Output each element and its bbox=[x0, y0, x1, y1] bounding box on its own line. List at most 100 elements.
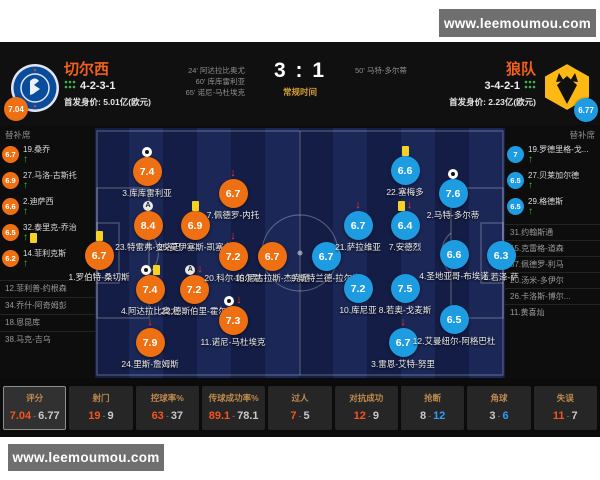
stat-label: 评分 bbox=[26, 393, 44, 403]
bench-player-name: 14.菲利克斯 bbox=[23, 248, 67, 258]
bench-player-status-icons: ↑ bbox=[23, 154, 50, 165]
player-rating: 6.7 bbox=[388, 328, 418, 357]
stat-values: 89.1-78.1 bbox=[209, 410, 259, 422]
score-block: 3 : 1 常规时间 bbox=[255, 59, 345, 98]
player-marker[interactable]: 7.5 8.若奥-戈麦斯 bbox=[375, 274, 435, 315]
bench-player-name: 34.乔什-阿奇姆彭 bbox=[5, 301, 67, 310]
player-marker[interactable]: 7.4 4.阿达拉比奥尤 bbox=[120, 265, 180, 316]
stat-cell[interactable]: 控球率% 63-37 bbox=[135, 386, 199, 430]
stat-separator: - bbox=[165, 411, 169, 421]
bench-player-row[interactable]: 6.5 32.泰里克-乔治 ↑ bbox=[0, 219, 95, 245]
stat-values: 7-5 bbox=[290, 410, 309, 422]
player-marker[interactable]: ↓ 6.4 7.安德烈 bbox=[375, 200, 435, 253]
player-marker[interactable]: 6.3 1.若泽-萨 bbox=[471, 241, 531, 282]
player-marker[interactable]: 6.7 15.尼古拉斯-杰克逊 bbox=[235, 242, 309, 283]
goal-icon bbox=[448, 169, 458, 179]
bench-player-rating: 6.5 bbox=[2, 223, 19, 241]
player-marker[interactable]: 7.6 2.马特-多尔蒂 bbox=[423, 169, 483, 220]
bench-player-row[interactable]: 37.佩德罗-利马 bbox=[505, 256, 600, 272]
stat-cell[interactable]: 失误 11-7 bbox=[533, 386, 597, 430]
assist-icon: A bbox=[185, 265, 196, 275]
player-name-label: 11.诺尼-马杜埃克 bbox=[200, 337, 266, 347]
player-marker[interactable]: 6.6 4.圣地亚哥-布埃诺 bbox=[419, 240, 489, 281]
player-marker[interactable]: 6.9 25.莫伊塞斯-凯塞多 bbox=[158, 201, 232, 252]
sub-off-icon: ↓ bbox=[147, 316, 153, 328]
sub-on-icon: ↑ bbox=[23, 179, 28, 191]
yellow-card-icon bbox=[152, 265, 160, 275]
away-bench: 替补席 7 19.罗德里格-戈... ↑ 6.5 27.贝莱加尔德 ↑ 6.5 29.格德斯 ↑… bbox=[505, 125, 600, 378]
player-marker[interactable]: A ↓ 7.2 22.德斯伯里-霍尔 bbox=[161, 264, 227, 317]
bench-player-row[interactable]: 6.5 29.格德斯 ↑ bbox=[505, 193, 600, 219]
bench-player-name: 38.马克-吉乌 bbox=[5, 335, 51, 344]
player-marker[interactable]: ↓ 7.2 20.科尔-帕尔默 bbox=[203, 231, 263, 284]
bench-player-status-icons: ↑ bbox=[23, 205, 54, 217]
bench-player-row[interactable]: 31.约翰斯通 bbox=[505, 224, 600, 240]
assist-icon: A bbox=[143, 201, 153, 211]
player-marker[interactable]: 6.7 1.罗伯特-桑切斯 bbox=[69, 231, 129, 282]
stat-label: 射门 bbox=[92, 393, 110, 403]
player-rating: 7.2 bbox=[218, 242, 248, 271]
match-stats-screen: 7.04 切尔西 4-2-3-1 首发身价: 5.01亿(欧元) 24' 阿达拉… bbox=[0, 42, 600, 437]
bench-player-rating: 6.6 bbox=[2, 197, 19, 215]
bench-title: 替补席 bbox=[569, 130, 595, 140]
bench-player-row[interactable]: 38.马克-吉乌 bbox=[0, 331, 95, 348]
home-formation: 4-2-3-1 bbox=[80, 80, 116, 92]
bench-player-row[interactable]: 6.7 19.桑乔 ↑ bbox=[0, 141, 95, 167]
bench-player-row[interactable]: 6.2 14.菲利克斯 ↑ bbox=[0, 245, 95, 271]
home-team-name[interactable]: 切尔西 bbox=[64, 61, 110, 78]
stat-cell[interactable]: 对抗成功 12-9 bbox=[334, 386, 398, 430]
player-marker[interactable]: 7.4 3.库库雷利亚 bbox=[117, 147, 177, 198]
player-marker[interactable]: A 8.4 23.特雷弗-查洛巴 bbox=[115, 201, 181, 252]
stat-cell[interactable]: 角球 3-6 bbox=[467, 386, 531, 430]
player-status-icons bbox=[69, 229, 129, 241]
bench-player-row[interactable]: 18.恩昆库 bbox=[0, 314, 95, 331]
goal-event: 24' 阿达拉比奥尤 bbox=[188, 66, 245, 75]
player-marker[interactable]: ↓ 6.7 21.萨拉维亚 bbox=[328, 200, 388, 253]
bench-player-name: 19.桑乔 bbox=[23, 144, 51, 154]
lineup-area: 替补席 6.7 19.桑乔 ↑ 6.9 27.马洛-古斯托 ↑ 6.6 2.迪萨西 ↑ 6.5 32… bbox=[0, 125, 600, 378]
player-marker[interactable]: ↓ 7.9 24.里斯-詹姆斯 bbox=[120, 317, 180, 370]
player-status-icons: ↓ bbox=[375, 199, 435, 211]
bench-player-row[interactable]: 12.菲利普-约根森 bbox=[0, 280, 95, 297]
player-marker[interactable]: 7.2 10.库尼亚 bbox=[328, 274, 388, 315]
bench-player-row[interactable]: 26.卡洛斯-博尔... bbox=[505, 288, 600, 304]
player-marker[interactable]: 6.5 12.艾曼纽尔-阿格巴杜 bbox=[413, 305, 495, 346]
stat-cell[interactable]: 射门 19-9 bbox=[69, 386, 133, 430]
stat-home-value: 11 bbox=[552, 410, 565, 422]
bench-player-row[interactable]: 34.乔什-阿奇姆彭 bbox=[0, 297, 95, 314]
stat-cell[interactable]: 传球成功率% 89.1-78.1 bbox=[201, 386, 266, 430]
bench-player-info: 32.泰里克-乔治 ↑ bbox=[23, 222, 77, 243]
sub-on-icon: ↑ bbox=[23, 205, 28, 217]
bench-player-row[interactable]: 15.克雷格-道森 bbox=[505, 240, 600, 256]
bench-player-row[interactable]: 7 19.罗德里格-戈... ↑ bbox=[505, 141, 600, 167]
player-name-label: 12.艾曼纽尔-阿格巴杜 bbox=[412, 336, 496, 346]
player-marker[interactable]: 6.6 22.塞梅多 bbox=[375, 146, 435, 197]
player-name-label: 8.若奥-戈麦斯 bbox=[378, 305, 432, 315]
bench-player-row[interactable]: 6.5 27.贝莱加尔德 ↑ bbox=[505, 167, 600, 193]
bench-player-info: 19.桑乔 ↑ bbox=[23, 144, 50, 165]
player-name-label: 2.马特-多尔蒂 bbox=[426, 210, 480, 220]
player-rating: 6.6 bbox=[390, 156, 420, 185]
player-marker[interactable]: ↓ 6.7 7.佩德罗-内托 bbox=[203, 168, 263, 221]
stat-cell[interactable]: 过人 7-5 bbox=[268, 386, 332, 430]
player-marker[interactable]: ↓ 6.7 3.雷恩-艾特-努里 bbox=[371, 317, 435, 370]
formation-icon bbox=[64, 80, 76, 92]
player-status-icons: ↓ bbox=[203, 230, 263, 242]
player-marker[interactable]: ↓ 7.3 11.诺尼-马杜埃克 bbox=[200, 295, 265, 348]
bench-player-row[interactable]: 6.6 2.迪萨西 ↑ bbox=[0, 193, 95, 219]
bench-player-row[interactable]: 20.汤米-多伊尔 bbox=[505, 272, 600, 288]
player-marker[interactable]: 6.7 9.斯特兰德-拉尔森 bbox=[291, 242, 361, 283]
bench-player-name: 29.格德斯 bbox=[528, 196, 564, 206]
bench-player-name: 37.佩德罗-利马 bbox=[510, 260, 564, 269]
player-status-icons: ↓ bbox=[373, 316, 433, 328]
player-rating: 6.5 bbox=[439, 305, 469, 334]
bench-player-name: 20.汤米-多伊尔 bbox=[510, 276, 564, 285]
watermark-bottom: www.leemoumou.com bbox=[8, 444, 164, 471]
stat-cell[interactable]: 抢断 8-12 bbox=[400, 386, 465, 430]
bench-player-row[interactable]: 6.9 27.马洛-古斯托 ↑ bbox=[0, 167, 95, 193]
bench-player-name: 18.恩昆库 bbox=[5, 318, 41, 327]
bench-player-row[interactable]: 11.黄喜灿 bbox=[505, 304, 600, 320]
away-team-name[interactable]: 狼队 bbox=[505, 61, 536, 78]
stat-cell[interactable]: 评分 7.04-6.77 bbox=[3, 386, 67, 430]
match-period-label: 常规时间 bbox=[282, 87, 317, 97]
